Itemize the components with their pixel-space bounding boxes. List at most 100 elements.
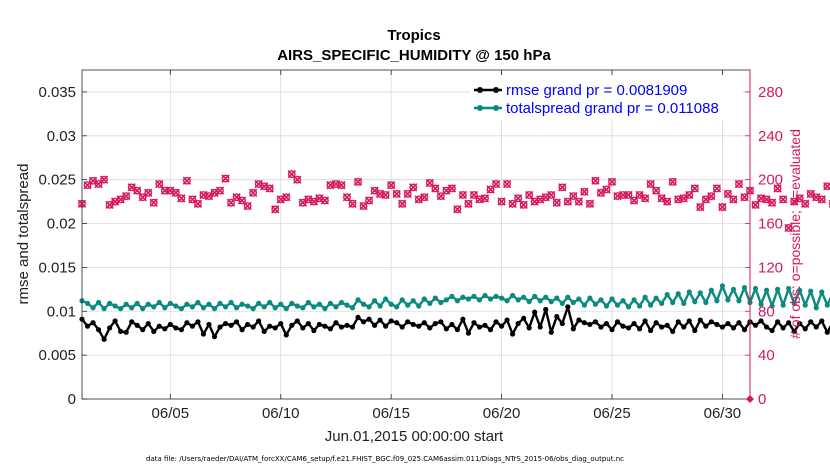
totalspread-marker: [808, 288, 814, 294]
totalspread-marker: [123, 301, 129, 307]
totalspread-marker: [305, 299, 311, 306]
obs-possible-marker: [503, 180, 511, 188]
totalspread-marker: [775, 286, 781, 292]
legend-rmse-marker-a: [477, 87, 483, 93]
rmse-marker: [465, 330, 472, 336]
rmse-marker: [211, 334, 218, 340]
obs-possible-marker: [712, 184, 721, 193]
totalspread-marker: [791, 300, 797, 306]
y-right-tick-label: 200: [758, 172, 783, 189]
obs-evaluated-marker: [110, 197, 120, 206]
obs-evaluated-marker: [133, 186, 142, 195]
rmse-marker: [692, 327, 698, 334]
ticks-layer: 06/05 06/10 06/15 06/20 06/25 06/30 0 0.005 0.01…: [38, 70, 783, 422]
obs-possible-marker: [608, 177, 616, 186]
rmse-marker: [173, 325, 179, 331]
rmse-marker: [449, 321, 455, 328]
obs-evaluated-marker: [536, 195, 545, 204]
rmse-marker: [118, 328, 124, 335]
obs-possible-marker: [580, 187, 589, 196]
rmse-marker: [377, 317, 383, 323]
rmse-marker: [681, 324, 687, 330]
obs-evaluated-marker: [651, 186, 661, 195]
obs-evaluated-marker: [248, 188, 258, 197]
obs-evaluated-marker: [740, 193, 749, 202]
obs-evaluated-marker: [144, 188, 153, 197]
totalspread-marker: [686, 289, 692, 295]
obs-evaluated-marker: [398, 199, 407, 208]
y-right-tick-label: 120: [758, 259, 783, 276]
obs-possible-marker: [160, 186, 169, 195]
totalspread-marker: [769, 303, 775, 309]
obs-evaluated-marker: [602, 185, 611, 194]
rmse-marker: [84, 323, 91, 329]
x-tick-label: 06/30: [704, 405, 742, 422]
obs-evaluated-marker: [580, 187, 589, 196]
obs-possible-marker: [403, 190, 412, 198]
obs-possible-marker: [779, 195, 788, 204]
totalspread-marker: [648, 302, 654, 308]
y-left-tick-label: 0.02: [47, 216, 76, 233]
obs-possible-marker: [591, 176, 600, 185]
rmse-marker: [90, 320, 96, 326]
rmse-marker: [261, 328, 267, 335]
totalspread-marker: [730, 286, 737, 292]
totalspread-marker: [543, 294, 549, 300]
totalspread-marker: [338, 299, 345, 306]
totalspread-marker: [333, 304, 339, 310]
y-left-tick-label: 0.005: [38, 347, 76, 364]
totalspread-marker: [813, 305, 819, 311]
rmse-marker: [460, 316, 466, 322]
obs-evaluated-marker: [94, 179, 103, 189]
obs-possible-marker: [475, 195, 484, 204]
grid-layer: [82, 70, 750, 399]
obs-evaluated-marker: [668, 177, 677, 187]
obs-evaluated-marker: [707, 191, 716, 201]
obs-possible-marker: [735, 180, 743, 188]
totalspread-marker: [670, 299, 676, 306]
totalspread-marker: [217, 300, 223, 306]
rmse-marker: [289, 322, 295, 328]
totalspread-marker: [636, 303, 643, 309]
totalspread-marker: [471, 293, 477, 299]
totalspread-marker: [107, 300, 113, 306]
totalspread-marker: [211, 306, 218, 312]
obs-evaluated-marker: [309, 197, 319, 206]
rmse-marker: [714, 321, 720, 328]
totalspread-marker: [752, 285, 759, 292]
totalspread-marker: [498, 295, 505, 301]
obs-possible-marker: [425, 179, 434, 187]
x-tick-label: 06/15: [372, 405, 410, 422]
obs-evaluated-marker: [767, 198, 777, 207]
obs-evaluated-marker: [458, 190, 468, 200]
obs-evaluated-marker: [690, 184, 699, 193]
obs-possible-marker: [337, 181, 346, 190]
obs-evaluated-marker: [232, 193, 241, 202]
rmse-marker: [427, 325, 433, 331]
obs-evaluated-marker: [635, 190, 644, 200]
obs-evaluated-marker: [812, 193, 821, 202]
obs-possible-marker: [757, 194, 765, 203]
rmse-marker: [808, 319, 814, 325]
rmse-marker: [394, 320, 400, 326]
rmse-marker: [515, 320, 521, 327]
obs-possible-marker: [398, 199, 407, 208]
rmse-marker: [791, 328, 797, 335]
rmse-marker: [703, 323, 709, 329]
obs-possible-marker: [332, 180, 340, 188]
y-left-tick-label: 0.01: [47, 303, 76, 320]
rmse-marker: [416, 323, 422, 329]
y-right-tick-label: 160: [758, 216, 783, 233]
rmse-marker: [355, 314, 361, 321]
totalspread-marker: [741, 284, 748, 291]
obs-possible-marker: [387, 181, 396, 190]
totalspread-marker: [371, 298, 378, 304]
totalspread-marker: [548, 299, 554, 305]
rmse-marker: [498, 323, 505, 329]
rmse-marker: [587, 321, 593, 328]
obs-possible-marker: [486, 185, 495, 194]
obs-evaluated-marker: [701, 195, 711, 204]
rmse-marker: [543, 306, 549, 313]
y-axis-label-right: # of obs: o=possible; ×=evaluated: [787, 129, 803, 339]
